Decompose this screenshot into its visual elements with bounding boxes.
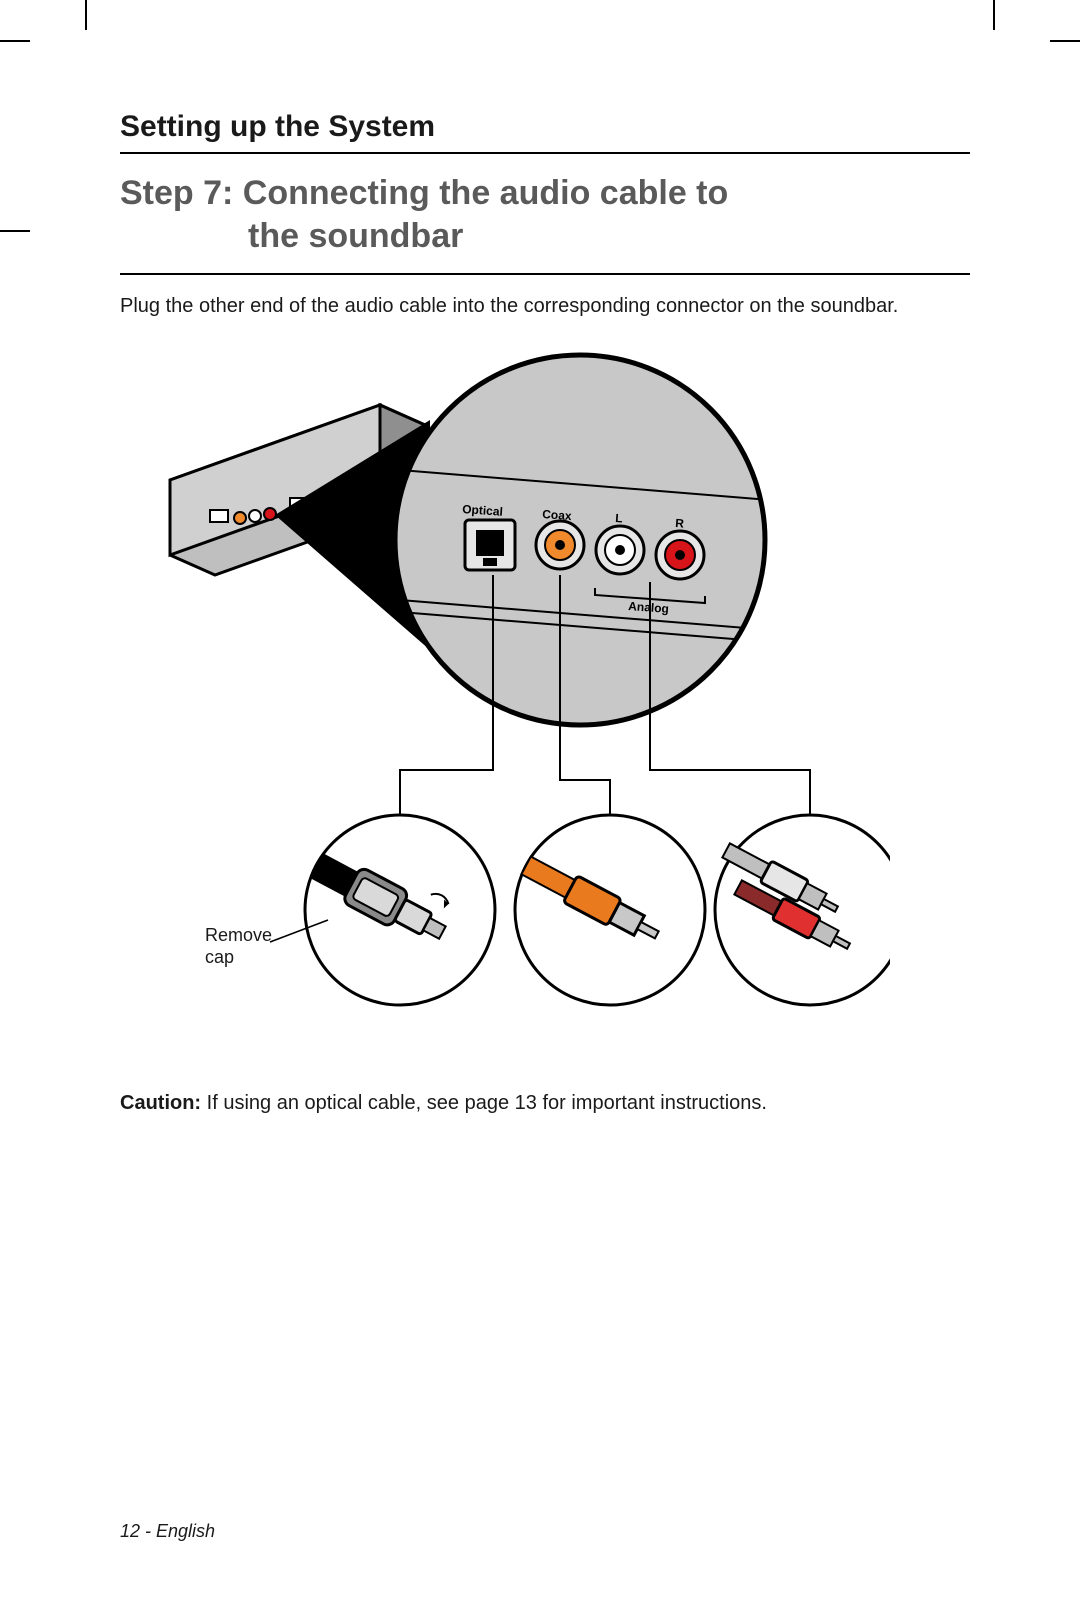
analog-label: Analog — [628, 599, 670, 616]
l-label: L — [615, 511, 623, 525]
caution-body: If using an optical cable, see page 13 f… — [201, 1092, 767, 1114]
step-heading: Step 7: Connecting the audio cable to th… — [120, 172, 970, 275]
analog-r-port-icon — [656, 531, 704, 579]
coax-port-icon — [536, 521, 584, 569]
page-footer: 12 - English — [120, 1521, 215, 1542]
step-heading-line1: Step 7: Connecting the audio cable to — [120, 174, 728, 212]
analog-l-port-icon — [596, 526, 644, 574]
optical-port-icon — [465, 520, 515, 570]
step-heading-line2: the soundbar — [120, 215, 970, 258]
coax-label: Coax — [542, 507, 573, 523]
optical-label: Optical — [462, 502, 504, 519]
caution-label: Caution: — [120, 1092, 201, 1114]
remove-cap-label: Remove cap — [205, 925, 272, 968]
instruction-body: Plug the other end of the audio cable in… — [120, 293, 970, 320]
optical-plug-option — [305, 815, 495, 1005]
connection-diagram: Optical Coax L R Analog — [150, 350, 890, 1050]
soundbar-icon — [170, 405, 430, 650]
section-heading: Setting up the System — [120, 110, 970, 154]
coax-plug-option — [515, 815, 705, 1005]
r-label: R — [675, 516, 685, 531]
caution-note: Caution: If using an optical cable, see … — [120, 1090, 970, 1117]
lr-plug-option — [715, 815, 890, 1005]
